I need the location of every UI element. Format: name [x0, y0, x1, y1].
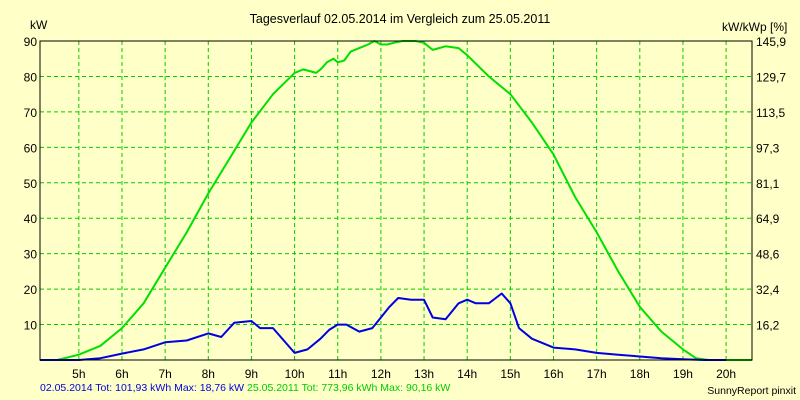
x-tick-label: 7h	[158, 367, 171, 381]
credit-text: SunnyReport pinxit	[707, 385, 796, 397]
y-tick-right: 32,4	[756, 283, 780, 297]
series-line-02-05-2014	[40, 292, 727, 361]
y-tick-right: 129,7	[756, 70, 786, 84]
y-tick-right: 16,2	[756, 319, 780, 333]
chart-title: Tagesverlauf 02.05.2014 im Vergleich zum…	[250, 12, 551, 26]
tick-labels: 90 145,9 80 129,7 70 113,5 60 97,3 50 81,1 40 64,9 3…	[24, 35, 787, 381]
x-tick-label: 20h	[716, 367, 736, 381]
plot-frame	[39, 40, 753, 361]
series-line-25-05-2011	[40, 40, 752, 361]
x-tick-label: 12h	[371, 367, 391, 381]
chart-footer-legend: 02.05.2014 Tot: 101,93 kWh Max: 18,76 kW…	[40, 382, 450, 394]
y-tick-left: 50	[24, 177, 38, 191]
y-tick-right: 97,3	[756, 141, 780, 155]
x-tick-label: 18h	[630, 367, 650, 381]
y-axis-label-left: kW	[30, 18, 48, 32]
y-tick-left: 10	[24, 319, 38, 333]
y-tick-left: 80	[24, 70, 38, 84]
legend-2011: 25.05.2011 Tot: 773,96 kWh Max: 90,16 kW	[247, 382, 451, 394]
y-tick-right: 113,5	[756, 106, 785, 120]
x-tick-label: 8h	[202, 367, 215, 381]
y-tick-right: 64,9	[756, 212, 780, 226]
x-tick-label: 13h	[414, 367, 434, 381]
y-tick-left: 40	[24, 212, 38, 226]
y-tick-left: 90	[24, 35, 38, 49]
x-tick-label: 14h	[457, 367, 477, 381]
x-tick-label: 19h	[673, 367, 693, 381]
x-tick-label: 11h	[328, 367, 347, 381]
legend-2014: 02.05.2014 Tot: 101,93 kWh Max: 18,76 kW	[40, 382, 245, 394]
x-tick-label: 16h	[543, 367, 563, 381]
y-axis-label-right: kW/kWp [%]	[722, 20, 787, 34]
y-tick-right: 48,6	[756, 248, 780, 262]
y-tick-left: 60	[24, 141, 38, 155]
x-tick-label: 5h	[72, 367, 85, 381]
x-tick-label: 6h	[115, 367, 128, 381]
y-tick-left: 20	[24, 283, 38, 297]
y-tick-right: 81,1	[756, 177, 780, 191]
x-tick-label: 17h	[587, 367, 607, 381]
x-tick-label: 9h	[245, 367, 258, 381]
y-tick-right: 145,9	[756, 35, 786, 49]
series	[40, 40, 752, 361]
x-tick-label: 15h	[500, 367, 520, 381]
y-tick-left: 30	[24, 248, 38, 262]
x-tick-label: 10h	[285, 367, 305, 381]
y-tick-left: 70	[24, 106, 38, 120]
